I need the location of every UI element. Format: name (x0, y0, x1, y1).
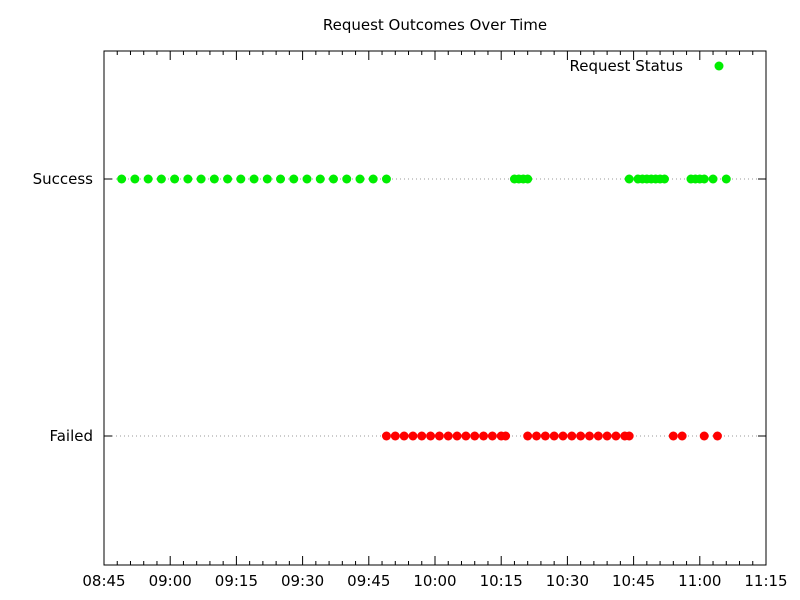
chart-title: Request Outcomes Over Time (323, 16, 547, 34)
x-tick-label: 09:15 (215, 572, 258, 590)
data-point-failed (461, 431, 471, 441)
data-point-success (117, 174, 127, 184)
y-category-label: Failed (49, 427, 93, 445)
data-point-failed (501, 431, 511, 441)
x-tick-label: 09:45 (347, 572, 390, 590)
data-point-failed (443, 431, 453, 441)
grid (104, 178, 766, 437)
data-point-failed (452, 431, 462, 441)
data-point-failed (593, 431, 603, 441)
data-point-success (721, 174, 731, 184)
data-point-failed (381, 431, 391, 441)
data-point-failed (677, 431, 687, 441)
axes (103, 50, 767, 566)
data-point-failed (487, 431, 497, 441)
data-point-success (223, 174, 233, 184)
data-point-success (708, 174, 718, 184)
data-point-failed (549, 431, 559, 441)
legend: Request Status (570, 57, 724, 75)
data-point-failed (624, 431, 634, 441)
data-point-success (289, 174, 299, 184)
x-tick-label: 11:15 (744, 572, 787, 590)
data-point-success (659, 174, 669, 184)
x-tick-label: 08:45 (82, 572, 125, 590)
data-point-success (523, 174, 533, 184)
data-point-success (342, 174, 352, 184)
data-point-success (170, 174, 180, 184)
data-point-failed (390, 431, 400, 441)
plot-frame (103, 50, 767, 566)
data-points (117, 174, 731, 441)
data-point-failed (668, 431, 678, 441)
data-point-failed (602, 431, 612, 441)
data-point-failed (567, 431, 577, 441)
data-point-success (315, 174, 325, 184)
data-point-failed (523, 431, 533, 441)
data-point-failed (611, 431, 621, 441)
x-tick-label: 10:00 (413, 572, 456, 590)
data-point-success (355, 174, 365, 184)
data-point-failed (576, 431, 586, 441)
data-point-success (328, 174, 338, 184)
data-point-success (209, 174, 219, 184)
y-axis-categories: Failed Success (33, 170, 766, 445)
data-point-success (196, 174, 206, 184)
x-tick-label: 09:00 (149, 572, 192, 590)
x-tick-label: 09:30 (281, 572, 324, 590)
data-point-success (156, 174, 166, 184)
legend-label: Request Status (570, 57, 684, 75)
data-point-success (381, 174, 391, 184)
data-point-failed (479, 431, 489, 441)
data-point-success (236, 174, 246, 184)
legend-marker (714, 61, 724, 71)
y-category-label: Success (33, 170, 94, 188)
data-point-success (302, 174, 312, 184)
data-point-failed (408, 431, 418, 441)
data-point-success (276, 174, 286, 184)
data-point-success (262, 174, 272, 184)
data-point-failed (426, 431, 436, 441)
data-point-failed (417, 431, 427, 441)
data-point-success (624, 174, 634, 184)
data-point-failed (532, 431, 542, 441)
x-axis-ticks: 08:45 09:00 09:15 09:30 09:45 10:00 10:15 10:30… (82, 51, 788, 590)
data-point-failed (584, 431, 594, 441)
data-point-failed (434, 431, 444, 441)
data-point-success (699, 174, 709, 184)
data-point-failed (399, 431, 409, 441)
data-point-success (368, 174, 378, 184)
data-point-failed (699, 431, 709, 441)
x-tick-label: 10:15 (480, 572, 523, 590)
data-point-failed (540, 431, 550, 441)
data-point-success (249, 174, 259, 184)
data-point-failed (558, 431, 568, 441)
x-tick-label: 11:00 (678, 572, 721, 590)
x-tick-label: 10:45 (612, 572, 655, 590)
data-point-success (130, 174, 140, 184)
data-point-success (183, 174, 193, 184)
data-point-success (143, 174, 153, 184)
data-point-failed (470, 431, 480, 441)
x-tick-label: 10:30 (546, 572, 589, 590)
data-point-failed (712, 431, 722, 441)
